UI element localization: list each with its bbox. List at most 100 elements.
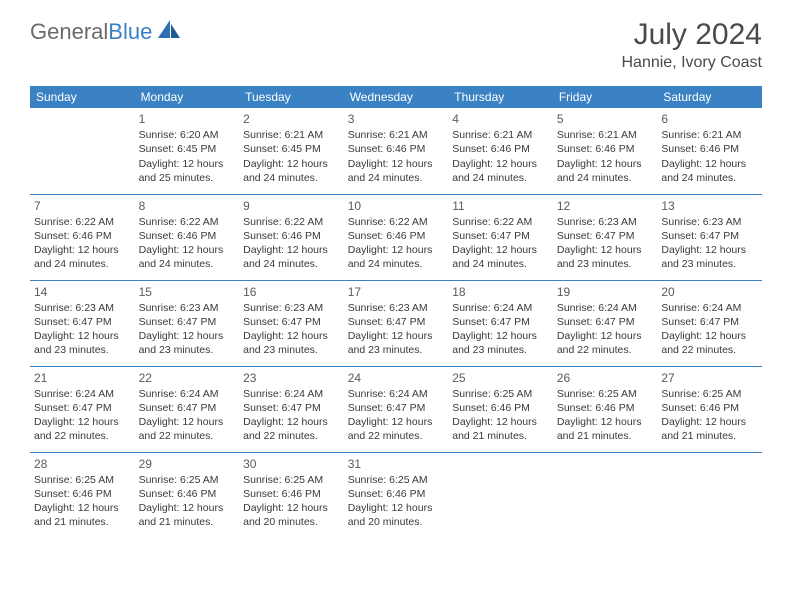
table-row: 21Sunrise: 6:24 AMSunset: 6:47 PMDayligh… xyxy=(30,366,762,452)
table-row: 1Sunrise: 6:20 AMSunset: 6:45 PMDaylight… xyxy=(30,108,762,194)
sunset-line: Sunset: 6:46 PM xyxy=(348,229,445,243)
day-cell: 13Sunrise: 6:23 AMSunset: 6:47 PMDayligh… xyxy=(657,194,762,280)
daylight-line: Daylight: 12 hours and 23 minutes. xyxy=(557,243,654,271)
sunrise-line: Sunrise: 6:21 AM xyxy=(348,128,445,142)
sunrise-line: Sunrise: 6:22 AM xyxy=(243,215,340,229)
day-number: 5 xyxy=(557,111,654,127)
table-row: 7Sunrise: 6:22 AMSunset: 6:46 PMDaylight… xyxy=(30,194,762,280)
daylight-line: Daylight: 12 hours and 24 minutes. xyxy=(139,243,236,271)
sunset-line: Sunset: 6:47 PM xyxy=(348,315,445,329)
sunset-line: Sunset: 6:46 PM xyxy=(243,229,340,243)
table-row: 14Sunrise: 6:23 AMSunset: 6:47 PMDayligh… xyxy=(30,280,762,366)
sunrise-line: Sunrise: 6:23 AM xyxy=(243,301,340,315)
sunrise-line: Sunrise: 6:24 AM xyxy=(452,301,549,315)
daylight-line: Daylight: 12 hours and 21 minutes. xyxy=(661,415,758,443)
sunset-line: Sunset: 6:47 PM xyxy=(139,401,236,415)
day-cell: 16Sunrise: 6:23 AMSunset: 6:47 PMDayligh… xyxy=(239,280,344,366)
day-cell: 22Sunrise: 6:24 AMSunset: 6:47 PMDayligh… xyxy=(135,366,240,452)
sunset-line: Sunset: 6:46 PM xyxy=(452,401,549,415)
sunrise-line: Sunrise: 6:25 AM xyxy=(243,473,340,487)
day-number: 8 xyxy=(139,198,236,214)
day-number: 20 xyxy=(661,284,758,300)
day-number: 28 xyxy=(34,456,131,472)
day-number: 26 xyxy=(557,370,654,386)
daylight-line: Daylight: 12 hours and 25 minutes. xyxy=(139,157,236,185)
sunset-line: Sunset: 6:46 PM xyxy=(34,487,131,501)
day-cell: 27Sunrise: 6:25 AMSunset: 6:46 PMDayligh… xyxy=(657,366,762,452)
calendar-table: Sunday Monday Tuesday Wednesday Thursday… xyxy=(30,86,762,538)
day-cell: 28Sunrise: 6:25 AMSunset: 6:46 PMDayligh… xyxy=(30,452,135,538)
day-cell xyxy=(448,452,553,538)
sunset-line: Sunset: 6:47 PM xyxy=(557,229,654,243)
col-wednesday: Wednesday xyxy=(344,86,449,108)
sunset-line: Sunset: 6:46 PM xyxy=(34,229,131,243)
sunrise-line: Sunrise: 6:22 AM xyxy=(452,215,549,229)
daylight-line: Daylight: 12 hours and 20 minutes. xyxy=(348,501,445,529)
day-number: 4 xyxy=(452,111,549,127)
daylight-line: Daylight: 12 hours and 23 minutes. xyxy=(452,329,549,357)
sunrise-line: Sunrise: 6:24 AM xyxy=(661,301,758,315)
sunset-line: Sunset: 6:45 PM xyxy=(243,142,340,156)
sunrise-line: Sunrise: 6:20 AM xyxy=(139,128,236,142)
day-cell xyxy=(657,452,762,538)
sunrise-line: Sunrise: 6:25 AM xyxy=(452,387,549,401)
day-cell: 29Sunrise: 6:25 AMSunset: 6:46 PMDayligh… xyxy=(135,452,240,538)
day-number: 29 xyxy=(139,456,236,472)
day-number: 7 xyxy=(34,198,131,214)
daylight-line: Daylight: 12 hours and 24 minutes. xyxy=(243,157,340,185)
day-number: 18 xyxy=(452,284,549,300)
sunset-line: Sunset: 6:47 PM xyxy=(34,315,131,329)
sunrise-line: Sunrise: 6:21 AM xyxy=(661,128,758,142)
sunset-line: Sunset: 6:46 PM xyxy=(557,142,654,156)
sunrise-line: Sunrise: 6:21 AM xyxy=(557,128,654,142)
daylight-line: Daylight: 12 hours and 23 minutes. xyxy=(34,329,131,357)
table-row: 28Sunrise: 6:25 AMSunset: 6:46 PMDayligh… xyxy=(30,452,762,538)
sunset-line: Sunset: 6:47 PM xyxy=(34,401,131,415)
sunrise-line: Sunrise: 6:25 AM xyxy=(557,387,654,401)
sunset-line: Sunset: 6:45 PM xyxy=(139,142,236,156)
daylight-line: Daylight: 12 hours and 23 minutes. xyxy=(243,329,340,357)
sunset-line: Sunset: 6:46 PM xyxy=(139,487,236,501)
sunrise-line: Sunrise: 6:24 AM xyxy=(348,387,445,401)
day-number: 15 xyxy=(139,284,236,300)
header: GeneralBlue July 2024 Hannie, Ivory Coas… xyxy=(0,0,792,78)
daylight-line: Daylight: 12 hours and 22 minutes. xyxy=(139,415,236,443)
sunrise-line: Sunrise: 6:25 AM xyxy=(348,473,445,487)
day-cell: 30Sunrise: 6:25 AMSunset: 6:46 PMDayligh… xyxy=(239,452,344,538)
day-cell: 9Sunrise: 6:22 AMSunset: 6:46 PMDaylight… xyxy=(239,194,344,280)
day-cell: 17Sunrise: 6:23 AMSunset: 6:47 PMDayligh… xyxy=(344,280,449,366)
day-number: 3 xyxy=(348,111,445,127)
daylight-line: Daylight: 12 hours and 22 minutes. xyxy=(243,415,340,443)
day-number: 9 xyxy=(243,198,340,214)
daylight-line: Daylight: 12 hours and 24 minutes. xyxy=(557,157,654,185)
sunrise-line: Sunrise: 6:23 AM xyxy=(661,215,758,229)
sunset-line: Sunset: 6:46 PM xyxy=(243,487,340,501)
sunset-line: Sunset: 6:46 PM xyxy=(557,401,654,415)
sunrise-line: Sunrise: 6:24 AM xyxy=(243,387,340,401)
sunset-line: Sunset: 6:47 PM xyxy=(557,315,654,329)
daylight-line: Daylight: 12 hours and 23 minutes. xyxy=(348,329,445,357)
sunset-line: Sunset: 6:46 PM xyxy=(348,487,445,501)
daylight-line: Daylight: 12 hours and 21 minutes. xyxy=(139,501,236,529)
sunrise-line: Sunrise: 6:21 AM xyxy=(243,128,340,142)
day-cell: 1Sunrise: 6:20 AMSunset: 6:45 PMDaylight… xyxy=(135,108,240,194)
col-thursday: Thursday xyxy=(448,86,553,108)
day-number: 17 xyxy=(348,284,445,300)
sunset-line: Sunset: 6:46 PM xyxy=(661,401,758,415)
day-number: 31 xyxy=(348,456,445,472)
sunrise-line: Sunrise: 6:22 AM xyxy=(34,215,131,229)
sunrise-line: Sunrise: 6:23 AM xyxy=(557,215,654,229)
daylight-line: Daylight: 12 hours and 21 minutes. xyxy=(452,415,549,443)
day-number: 24 xyxy=(348,370,445,386)
sunrise-line: Sunrise: 6:24 AM xyxy=(34,387,131,401)
sunset-line: Sunset: 6:47 PM xyxy=(452,229,549,243)
logo: GeneralBlue xyxy=(30,18,182,46)
day-cell xyxy=(30,108,135,194)
day-cell: 25Sunrise: 6:25 AMSunset: 6:46 PMDayligh… xyxy=(448,366,553,452)
day-cell: 7Sunrise: 6:22 AMSunset: 6:46 PMDaylight… xyxy=(30,194,135,280)
sail-icon xyxy=(156,18,182,46)
sunrise-line: Sunrise: 6:24 AM xyxy=(139,387,236,401)
page-title: July 2024 xyxy=(621,18,762,52)
sunrise-line: Sunrise: 6:22 AM xyxy=(348,215,445,229)
sunset-line: Sunset: 6:47 PM xyxy=(243,315,340,329)
